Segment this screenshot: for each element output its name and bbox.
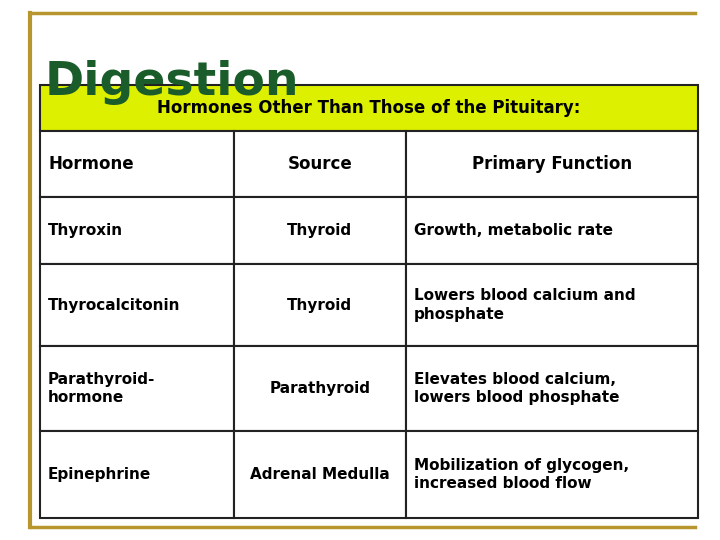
Text: Parathyroid-
hormone: Parathyroid- hormone bbox=[48, 372, 156, 406]
Text: Mobilization of glycogen,
increased blood flow: Mobilization of glycogen, increased bloo… bbox=[413, 458, 629, 491]
Text: Adrenal Medulla: Adrenal Medulla bbox=[250, 467, 390, 482]
Text: Lowers blood calcium and
phosphate: Lowers blood calcium and phosphate bbox=[413, 288, 635, 322]
Text: Thyroid: Thyroid bbox=[287, 223, 352, 238]
Bar bbox=[405, 431, 698, 518]
Text: Elevates blood calcium,
lowers blood phosphate: Elevates blood calcium, lowers blood pho… bbox=[413, 372, 619, 406]
Text: Epinephrine: Epinephrine bbox=[48, 467, 151, 482]
Bar bbox=[40, 346, 234, 431]
Bar bbox=[405, 264, 698, 346]
Bar bbox=[405, 198, 698, 264]
Text: Growth, metabolic rate: Growth, metabolic rate bbox=[413, 223, 613, 238]
Bar bbox=[234, 264, 405, 346]
Text: Thyrocalcitonin: Thyrocalcitonin bbox=[48, 298, 181, 313]
Text: Hormones Other Than Those of the Pituitary:: Hormones Other Than Those of the Pituita… bbox=[157, 99, 581, 117]
Bar bbox=[40, 264, 234, 346]
Text: Source: Source bbox=[287, 155, 352, 173]
Bar bbox=[234, 431, 405, 518]
Bar bbox=[40, 431, 234, 518]
Text: Thyroid: Thyroid bbox=[287, 298, 352, 313]
Bar bbox=[405, 131, 698, 198]
Text: Primary Function: Primary Function bbox=[472, 155, 632, 173]
Text: Parathyroid: Parathyroid bbox=[269, 381, 370, 396]
Text: Digestion: Digestion bbox=[45, 60, 300, 105]
Bar bbox=[40, 85, 698, 131]
Text: Hormone: Hormone bbox=[48, 155, 134, 173]
Bar bbox=[234, 346, 405, 431]
Bar bbox=[234, 131, 405, 198]
Bar bbox=[40, 131, 234, 198]
Bar bbox=[234, 198, 405, 264]
Bar bbox=[40, 198, 234, 264]
Bar bbox=[405, 346, 698, 431]
Text: Thyroxin: Thyroxin bbox=[48, 223, 123, 238]
